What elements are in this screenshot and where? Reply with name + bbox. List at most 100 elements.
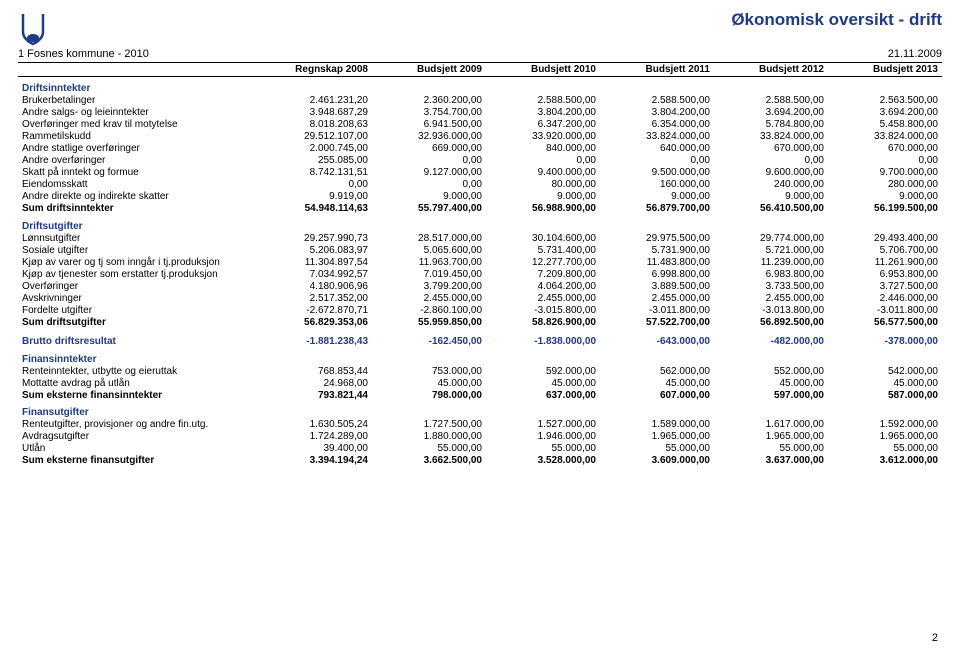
cell-value: 9.500.000,00: [600, 167, 714, 179]
cell-value: 6.941.500,00: [372, 119, 486, 131]
cell-value: 0,00: [828, 155, 942, 167]
row-label: Fordelte utgifter: [18, 304, 258, 316]
cell-value: 6.983.800,00: [714, 268, 828, 280]
cell-value: 1.965.000,00: [714, 431, 828, 443]
cell-value: 9.000,00: [372, 191, 486, 203]
cell-value: 29.774.000,00: [714, 232, 828, 244]
subtitle-right: 21.11.2009: [888, 48, 942, 60]
cell-value: 57.522.700,00: [600, 316, 714, 328]
subtitle-left: 1 Fosnes kommune - 2010: [18, 48, 149, 60]
row-label: Kjøp av varer og tj som inngår i tj.prod…: [18, 256, 258, 268]
col-budsjett-2010: Budsjett 2010: [486, 63, 600, 77]
cell-value: 670.000,00: [828, 143, 942, 155]
cell-value: 160.000,00: [600, 179, 714, 191]
table-row: Andre direkte og indirekte skatter9.919,…: [18, 191, 942, 203]
cell-value: 0,00: [258, 179, 372, 191]
cell-value: 552.000,00: [714, 365, 828, 377]
col-budsjett-2011: Budsjett 2011: [600, 63, 714, 77]
cell-value: -2.860.100,00: [372, 304, 486, 316]
cell-value: 33.824.000,00: [714, 131, 828, 143]
cell-value: 56.410.500,00: [714, 203, 828, 215]
cell-value: [486, 77, 600, 95]
cell-value: 55.797.400,00: [372, 203, 486, 215]
row-label: Avskrivninger: [18, 292, 258, 304]
cell-value: 2.455.000,00: [714, 292, 828, 304]
table-row: Driftsinntekter: [18, 77, 942, 95]
cell-value: -162.450,00: [372, 328, 486, 348]
cell-value: [828, 348, 942, 366]
cell-value: 3.394.194,24: [258, 455, 372, 467]
table-row: Andre statlige overføringer2.000.745,006…: [18, 143, 942, 155]
cell-value: 54.948.114,63: [258, 203, 372, 215]
cell-value: 3.694.200,00: [828, 107, 942, 119]
row-label: Overføringer: [18, 280, 258, 292]
cell-value: 58.826.900,00: [486, 316, 600, 328]
col-budsjett-2009: Budsjett 2009: [372, 63, 486, 77]
cell-value: 1.946.000,00: [486, 431, 600, 443]
cell-value: 6.354.000,00: [600, 119, 714, 131]
page-title: Økonomisk oversikt - drift: [731, 10, 942, 30]
row-label: Renteutgifter, provisjoner og andre fin.…: [18, 419, 258, 431]
table-row: Andre salgs- og leieinntekter3.948.687,2…: [18, 107, 942, 119]
cell-value: 3.662.500,00: [372, 455, 486, 467]
table-header-row: Regnskap 2008Budsjett 2009Budsjett 2010B…: [18, 63, 942, 77]
cell-value: 33.824.000,00: [600, 131, 714, 143]
row-label: Brukerbetalinger: [18, 95, 258, 107]
cell-value: 669.000,00: [372, 143, 486, 155]
table-row: Overføringer med krav til motytelse8.018…: [18, 119, 942, 131]
cell-value: 45.000,00: [600, 377, 714, 389]
row-label: Eiendomsskatt: [18, 179, 258, 191]
table-row: Overføringer4.180.906,963.799.200,004.06…: [18, 280, 942, 292]
cell-value: 56.199.500,00: [828, 203, 942, 215]
row-label: Sum eksterne finansutgifter: [18, 455, 258, 467]
cell-value: [828, 215, 942, 233]
cell-value: 0,00: [714, 155, 828, 167]
cell-value: 33.824.000,00: [828, 131, 942, 143]
cell-value: 542.000,00: [828, 365, 942, 377]
cell-value: 8.742.131,51: [258, 167, 372, 179]
cell-value: [258, 215, 372, 233]
cell-value: [486, 348, 600, 366]
row-label: Rammetilskudd: [18, 131, 258, 143]
logo-icon: [18, 10, 48, 46]
cell-value: 2.461.231,20: [258, 95, 372, 107]
table-row: Sum driftsinntekter54.948.114,6355.797.4…: [18, 203, 942, 215]
cell-value: -2.672.870,71: [258, 304, 372, 316]
row-label: Utlån: [18, 443, 258, 455]
cell-value: 9.919,00: [258, 191, 372, 203]
cell-value: 3.528.000,00: [486, 455, 600, 467]
cell-value: 753.000,00: [372, 365, 486, 377]
col-budsjett-2012: Budsjett 2012: [714, 63, 828, 77]
cell-value: 587.000,00: [828, 389, 942, 401]
cell-value: [486, 401, 600, 419]
cell-value: 29.257.990,73: [258, 232, 372, 244]
cell-value: 0,00: [486, 155, 600, 167]
cell-value: 1.589.000,00: [600, 419, 714, 431]
cell-value: 1.630.505,24: [258, 419, 372, 431]
col-label: [18, 63, 258, 77]
cell-value: 7.209.800,00: [486, 268, 600, 280]
cell-value: 6.347.200,00: [486, 119, 600, 131]
table-row: Avskrivninger2.517.352,00 2.455.000,002.4…: [18, 292, 942, 304]
table-row: Sosiale utgifter5.206.083,975.065.600,00…: [18, 244, 942, 256]
table-row: Utlån39.400,0055.000,0055.000,0055.000,0…: [18, 443, 942, 455]
cell-value: 4.180.906,96: [258, 280, 372, 292]
cell-value: 5.731.900,00: [600, 244, 714, 256]
cell-value: [258, 348, 372, 366]
cell-value: 45.000,00: [486, 377, 600, 389]
cell-value: 2.446.000,00: [828, 292, 942, 304]
cell-value: 2.517.352,00: [258, 292, 372, 304]
cell-value: -378.000,00: [828, 328, 942, 348]
cell-value: 3.733.500,00: [714, 280, 828, 292]
table-row: Lønnsutgifter29.257.990,7328.517.000,003…: [18, 232, 942, 244]
cell-value: 55.000,00: [600, 443, 714, 455]
cell-value: 8.018.208,63: [258, 119, 372, 131]
cell-value: 0,00: [372, 179, 486, 191]
cell-value: 1.965.000,00: [828, 431, 942, 443]
cell-value: [258, 401, 372, 419]
cell-value: 9.000,00: [714, 191, 828, 203]
cell-value: 2.588.500,00: [714, 95, 828, 107]
row-label: Lønnsutgifter: [18, 232, 258, 244]
cell-value: 240.000,00: [714, 179, 828, 191]
cell-value: 3.754.700,00: [372, 107, 486, 119]
